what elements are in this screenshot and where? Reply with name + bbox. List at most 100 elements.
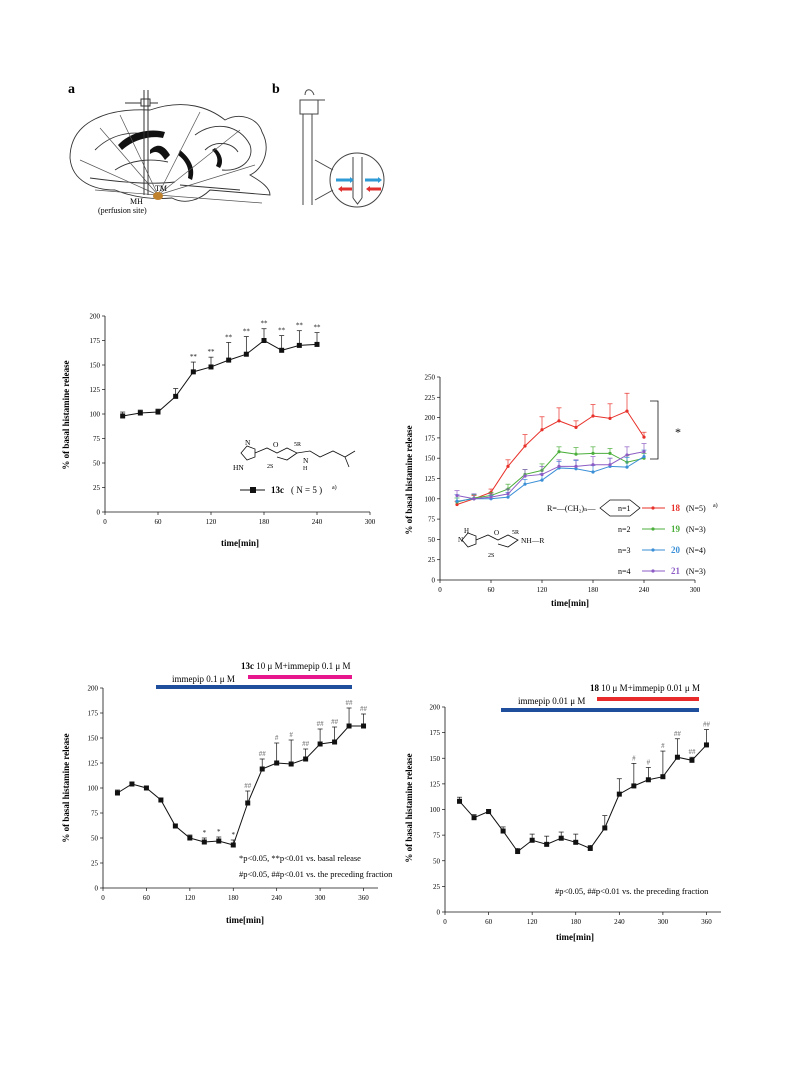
chart3-point: [187, 835, 193, 841]
chart1-legend-sup: a): [332, 484, 337, 491]
chart4-x-tick-label: 300: [658, 918, 669, 926]
chart4-sig-label: #: [647, 758, 651, 766]
chart1-struct-5r: 5R: [294, 442, 301, 448]
chart4-point: [587, 845, 593, 851]
chart3-point: [245, 800, 251, 806]
chart2-20-point: [506, 495, 510, 499]
chart2-legend-compound: 20: [671, 545, 681, 555]
chart4-y-tick-label: 175: [430, 729, 441, 737]
chart2-legend-n: n=2: [618, 525, 631, 534]
chart4-x-tick-label: 120: [527, 918, 538, 926]
chart4-sig-label: ##: [703, 721, 711, 729]
chart4-point: [558, 835, 564, 841]
chart2-x-tick-label: 300: [690, 586, 701, 594]
chart3-sig-label: ##: [259, 750, 267, 758]
chart2-y-tick-label: 100: [425, 495, 436, 503]
chart3-sig-label: *: [232, 831, 236, 839]
chart2-18-point: [523, 444, 527, 448]
chart4-data: #########: [457, 721, 711, 855]
chart2-y-tick-label: 175: [425, 434, 436, 442]
chart2-struct-h: H: [464, 527, 469, 535]
chart1-y-tick-label: 125: [90, 386, 101, 394]
chart3-y-tick-label: 50: [91, 835, 99, 843]
chart1-x-tick-label: 180: [259, 518, 270, 526]
chart3-point: [216, 838, 222, 844]
chart1-y-tick-label: 0: [97, 509, 101, 517]
chart2-legend-n: n=4: [618, 567, 631, 576]
chart3-point: [114, 790, 120, 796]
chart4-y-tick-label: 150: [430, 755, 441, 763]
chart1-point: [226, 357, 232, 363]
chart2-19-series-line: [456, 451, 645, 503]
chart4-compound-label: 18 10 μ M+immepip 0.01 μ M: [590, 683, 700, 693]
chart2-y-tick-label: 75: [428, 516, 436, 524]
chart2-18-point: [642, 435, 646, 439]
chart4-series-line: [459, 744, 707, 853]
tm-nucleus: [153, 192, 163, 200]
chart2-20-point: [591, 470, 595, 474]
chart3-data: * * *##### ##### ######: [114, 699, 368, 848]
chart1-axes: 0 60 120 180 240 300 0 25 50 75 100 125 150 175 200: [90, 313, 376, 527]
chart2-struct-n: N: [458, 536, 463, 544]
chart2-21-point: [574, 464, 578, 468]
chart4-immepip-label: immepip 0.01 μ M: [518, 696, 585, 706]
chart3-y-tick-label: 175: [88, 710, 99, 718]
chart3-compound-name: 13c: [241, 661, 254, 671]
chart2-y-tick-label: 125: [425, 475, 436, 483]
chart2-18-point: [574, 425, 578, 429]
chart2-18-series-line: [456, 410, 645, 505]
chart1-point: [173, 393, 179, 399]
chart3-x-tick-label: 60: [143, 894, 151, 902]
chart4-point: [689, 757, 695, 763]
chart3-sig-label: ##: [331, 718, 339, 726]
chart4-sig-label: ##: [688, 748, 696, 756]
chart4-y-tick-label: 50: [433, 857, 441, 865]
chart2-legend-count: (N=4): [686, 546, 706, 555]
chart3-ylabel: % of basal histamine release: [61, 733, 71, 842]
chart3-axes: 0 60 120 180 240 300 360 0 25 50 75 100 125 150 175 200: [88, 685, 378, 902]
chart2-structure: [461, 532, 519, 548]
chart1-sig-label: **: [296, 322, 304, 330]
chart4-sig-label: #: [661, 742, 665, 750]
chart3-point: [201, 839, 207, 845]
chart1-sig-label: **: [190, 353, 198, 361]
chart2-18-point: [557, 419, 561, 423]
chart2-18-point: [540, 428, 544, 432]
chart4-point: [486, 809, 492, 815]
chart1-point: [279, 347, 285, 353]
chart2-y-tick-label: 50: [428, 536, 436, 544]
chart2-20-point: [642, 454, 646, 459]
probe-a: [125, 90, 158, 195]
chart4-y-tick-label: 125: [430, 780, 441, 788]
chart3-immepip-bar: [156, 685, 352, 689]
chart2-y-tick-label: 250: [425, 374, 436, 382]
chart3-immepip-label: immepip 0.1 μ M: [172, 674, 235, 684]
chart3-x-tick-label: 240: [271, 894, 282, 902]
chart1-struct-nh-h: H: [303, 466, 308, 472]
chart2-struct-5r: 5R: [512, 530, 519, 536]
chart1-sig-label: **: [225, 333, 233, 341]
chart1-y-tick-label: 25: [93, 484, 101, 492]
chart3-x-tick-label: 120: [185, 894, 196, 902]
chart4-point: [674, 754, 680, 760]
chart-18-immepip: 0 60 120 180 240 300 360 0 25 50 75 100 125 150 175 200…: [404, 683, 721, 942]
chart2-21-point: [506, 492, 510, 496]
chart4-compound-name: 18: [590, 683, 600, 693]
chart2-ylabel: % of basal histamine release: [404, 425, 414, 534]
chart3-point: [346, 723, 352, 729]
chart2-legend-compound: 21: [671, 566, 681, 576]
chart3-note2: #p<0.05, ##p<0.01 vs. the preceding frac…: [239, 869, 393, 879]
chart2-21-point: [523, 474, 527, 478]
chart4-point: [457, 798, 463, 804]
chart1-legend-n: ( N = 5 ): [291, 485, 322, 495]
chart2-legend-marker: [651, 569, 655, 573]
chart2-legend-count: (N=5): [686, 504, 706, 513]
chart3-sig-label: #: [275, 734, 279, 742]
chart2-18-point: [608, 416, 612, 421]
chart1-struct-2s: 2S: [267, 464, 273, 470]
chart2-x-tick-label: 120: [537, 586, 548, 594]
chart2-legend-sup: a): [713, 502, 718, 509]
chart4-xlabel: time[min]: [556, 932, 594, 942]
chart2-xlabel: time[min]: [551, 598, 589, 608]
chart2-y-tick-label: 225: [425, 394, 436, 402]
